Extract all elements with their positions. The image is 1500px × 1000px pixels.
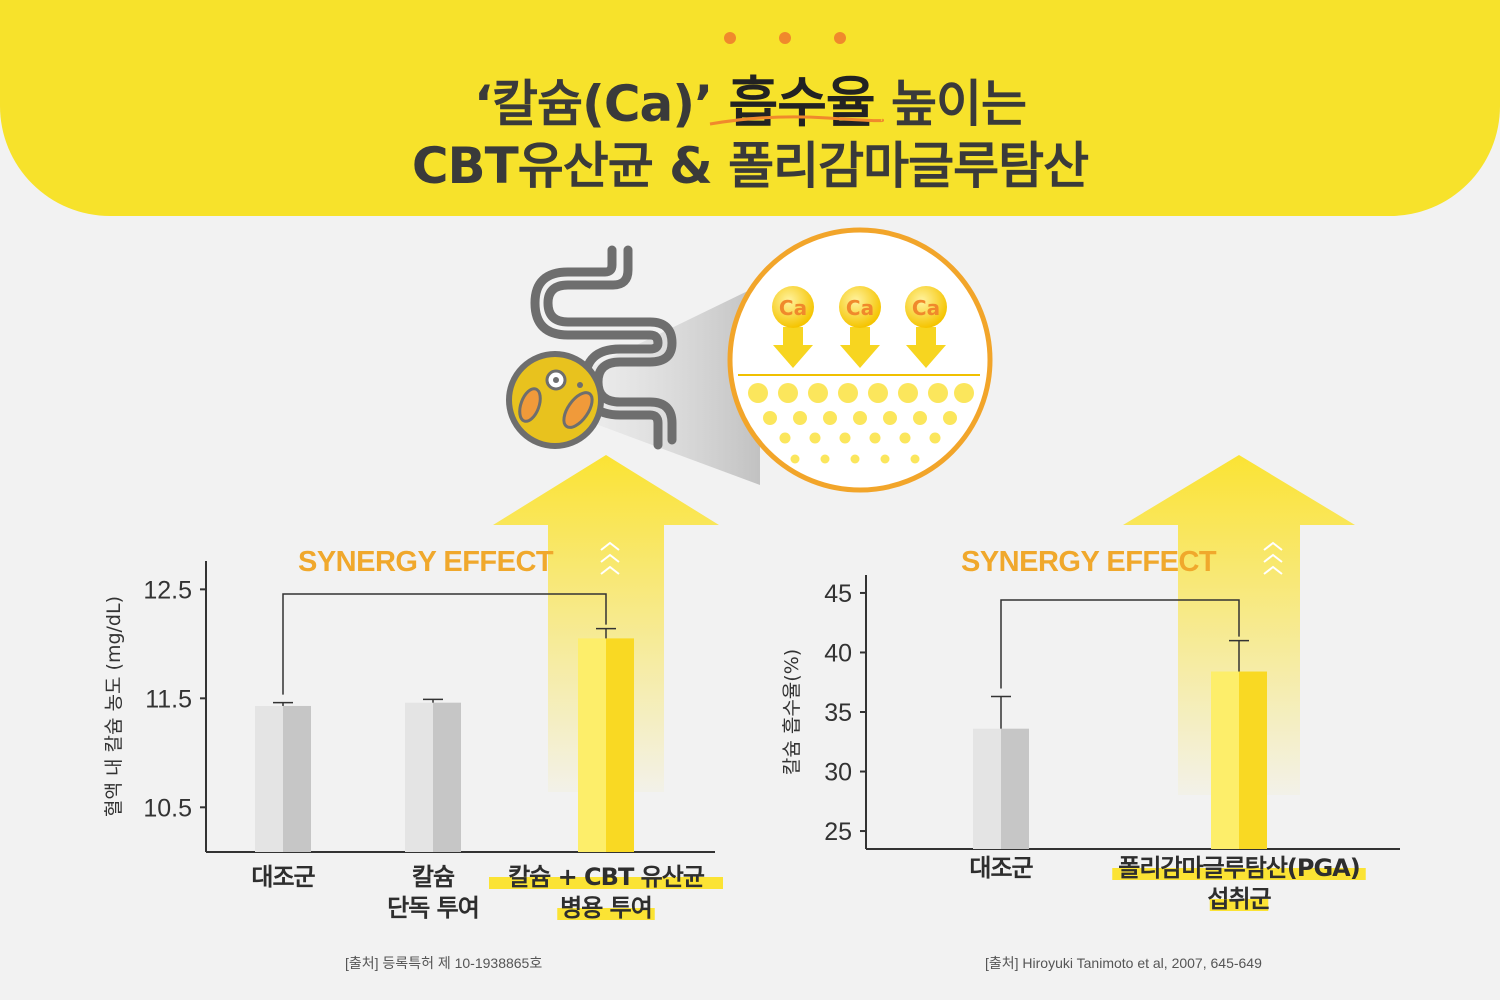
chevron-up-icon [600,565,620,575]
label-highlight [1209,899,1269,911]
chart-absorption-rate: SYNERGY EFFECT 45 40 35 30 25 칼슘 흡수율(%) 대조군 폴리감마… [781,455,1400,913]
title-line-2: CBT유산균 & 폴리감마글루탐산 [411,137,1089,195]
absorbed-ca-dot [853,411,867,425]
down-arrow-icon [773,327,813,368]
absorbed-ca-dot [913,411,927,425]
absorbed-ca-dot [868,383,888,403]
ca-ion-icon [772,286,814,328]
bar-shade [1239,671,1267,849]
bar-shade [433,702,461,852]
category-label: 단독 투여 [387,894,479,922]
significance-bracket [1000,599,1240,689]
intestine-icon [530,245,677,450]
absorbed-ca-dot [778,383,798,403]
bar-shade [283,705,311,852]
down-arrow-icon [840,327,880,368]
source-right: [출처] Hiroyuki Tanimoto et al, 2007, 645-… [985,955,1262,971]
bar [1211,671,1239,849]
absorbed-ca-dot [808,383,828,403]
label-highlight [489,877,723,889]
emphasis-dots [724,32,846,44]
category-label: 병용 투여 [560,894,652,922]
absorbed-ca-dot [883,411,897,425]
label-highlight [557,908,655,920]
bar [255,705,283,852]
chevron-up-icon [1263,541,1283,551]
title-prefix: ‘칼슘(Ca)’ [473,75,713,133]
ca-ion-icon [905,286,947,328]
y-axis-label: 칼슘 흡수율(%) [781,649,803,775]
absorbed-ca-dot [763,411,777,425]
ca-label: Ca [912,296,940,320]
down-arrow-icon [906,327,946,368]
absorbed-ca-dot [793,411,807,425]
ca-label: Ca [846,296,874,320]
ca-absorption-icon: Ca Ca Ca [727,227,993,493]
absorbed-ca-dot [899,432,911,444]
category-label: 대조군 [969,854,1033,882]
title-highlight: 흡수율 [728,71,876,134]
label-highlight [1112,868,1366,880]
absorbed-ca-dot [838,383,858,403]
highlight-underline [709,115,884,126]
y-tick-label: 10.5 [143,794,192,822]
absorbed-ca-dot [809,432,821,444]
ca-label: Ca [779,296,807,320]
y-axis-label: 혈액 내 칼슘 농도 (mg/dL) [103,596,125,817]
chevron-up-icon [1263,565,1283,575]
absorbed-ca-dot [880,454,890,464]
y-tick-label: 45 [824,580,852,608]
absorbed-ca-dot [928,383,948,403]
absorbed-ca-dot [823,411,837,425]
title-line-1: ‘칼슘(Ca)’ 흡수율 높이는 [0,58,1500,137]
chevron-up-icon [1263,553,1283,563]
y-tick-label: 11.5 [145,685,192,713]
ca-ion-icon [839,286,881,328]
category-label: 대조군 [251,863,315,891]
chevron-up-icon [600,553,620,563]
source-left: [출처] 등록특허 제 10-1938865호 [345,955,543,971]
absorbed-ca-dot [898,383,918,403]
bar-shade [1001,728,1029,849]
absorbed-ca-dot [748,383,768,403]
y-tick-label: 40 [824,639,852,667]
bar-shade [606,638,634,852]
bar [405,702,433,852]
y-tick-label: 30 [824,759,852,787]
title-suffix: 높이는 [891,75,1027,133]
y-tick-label: 25 [824,818,852,846]
absorbed-ca-dot [839,432,851,444]
chevron-up-icon [600,541,620,551]
category-label: 섭취군 [1207,885,1271,913]
absorbed-ca-dot [910,454,920,464]
y-tick-label: 35 [824,699,852,727]
bar [578,638,606,852]
synergy-effect-label: SYNERGY EFFECT [961,546,1217,578]
category-label: 칼슘 [412,863,455,891]
absorbed-ca-dot [929,432,941,444]
absorbed-ca-dot [943,411,957,425]
bacteria-icon [506,351,604,449]
category-label: 칼슘 + CBT 유산균 [508,863,705,891]
absorbed-ca-dot [790,454,800,464]
absorbed-ca-dot [779,432,791,444]
absorbed-ca-dot [954,383,974,403]
title-banner [0,0,1500,216]
zoom-beam [585,285,760,485]
synergy-effect-label: SYNERGY EFFECT [298,546,554,578]
y-tick-label: 12.5 [143,576,192,604]
absorbed-ca-dot [869,432,881,444]
chart-calcium-concentration: SYNERGY EFFECT 12.5 11.5 10.5 혈액 내 칼슘 농도 (mg… [103,455,723,922]
absorbed-ca-dot [850,454,860,464]
absorbed-ca-dot [820,454,830,464]
bar [973,728,1001,849]
category-label: 폴리감마글루탐산(PGA) [1118,854,1359,882]
significance-bracket [282,593,607,695]
